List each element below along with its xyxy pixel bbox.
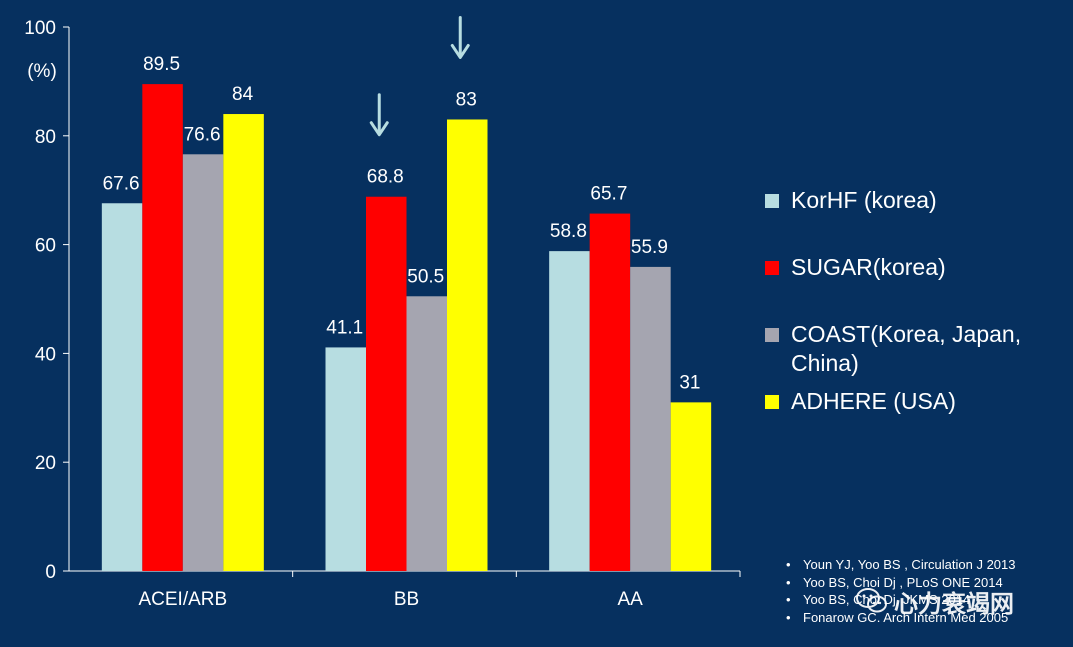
bar: [223, 114, 264, 571]
reference-text: Yoo BS, Choi Dj , PLoS ONE 2014: [803, 574, 1003, 590]
reference-item: • Youn YJ, Yoo BS , Circulation J 2013: [786, 557, 1016, 572]
reference-item: • Yoo BS, Choi Dj, JKMS 2014: [786, 592, 971, 607]
bar: [589, 213, 631, 572]
references-list: • Youn YJ, Yoo BS , Circulation J 2013 • Y…: [786, 556, 1071, 626]
data-label: 84: [232, 84, 254, 105]
y-tick-label: 60: [35, 236, 56, 257]
wechat-icon: [856, 588, 887, 613]
arrow-down-icon: [450, 15, 470, 59]
bars: [101, 84, 712, 572]
bar: [406, 296, 447, 571]
legend-label-line: COAST(Korea, Japan,: [791, 321, 1022, 347]
legend-label: ADHERE (USA): [791, 388, 956, 414]
arrow-down-icon: [369, 93, 389, 137]
data-label: 76.6: [184, 124, 221, 145]
data-label: 65.7: [590, 184, 627, 205]
bar: [447, 119, 488, 571]
reference-text: Yoo BS, Choi Dj, JKMS 2014: [803, 592, 971, 607]
data-label: 55.9: [631, 237, 668, 258]
x-axis: ACEI/ARB BB AA: [69, 570, 741, 610]
reference-item: • Fonarow GC. Arch Intern Med 2005: [786, 609, 1009, 625]
y-tick-label: 100: [24, 18, 56, 39]
y-axis-unit-label: (%): [27, 61, 57, 82]
watermark-text: 心力衰竭网: [894, 590, 1014, 618]
bar: [182, 154, 224, 571]
reference-text: Fonarow GC. Arch Intern Med 2005: [803, 609, 1009, 625]
bar: [670, 402, 712, 571]
legend-swatch: [765, 395, 779, 409]
watermark: 心力衰竭网: [856, 584, 1014, 618]
data-labels: 67.6 89.5 76.6 84 41.1 68.8 50.5 83 58.865.7 55.9…: [103, 54, 701, 393]
x-tick-label: BB: [394, 589, 419, 610]
legend-swatch: [765, 261, 779, 275]
legend-swatch: [765, 194, 779, 208]
reference-item: • Yoo BS, Choi Dj , PLoS ONE 2014: [786, 574, 1003, 590]
bar: [142, 84, 183, 572]
bar: [630, 266, 671, 571]
x-tick-label: ACEI/ARB: [138, 589, 227, 610]
y-tick-label: 20: [35, 453, 56, 474]
data-label: 41.1: [326, 317, 363, 338]
y-tick-label: 40: [35, 344, 56, 365]
bar: [549, 251, 590, 572]
legend-label: SUGAR(korea): [791, 254, 946, 280]
y-tick-label: 80: [35, 127, 56, 148]
y-axis: 0 20 40 60 80 100: [24, 18, 70, 583]
data-label: 67.6: [103, 173, 140, 194]
data-label: 58.8: [550, 221, 587, 242]
data-label: 89.5: [143, 54, 180, 75]
x-tick-label: AA: [617, 589, 643, 610]
data-label: 68.8: [367, 167, 404, 188]
y-tick-label: 0: [45, 562, 56, 583]
bar: [366, 196, 407, 571]
data-label: 83: [456, 89, 477, 110]
reference-text: Youn YJ, Yoo BS , Circulation J 2013: [803, 557, 1016, 572]
legend-swatch: [765, 328, 779, 342]
data-label: 50.5: [407, 266, 444, 287]
legend-label: COAST(Korea, Japan, China): [791, 320, 1071, 378]
legend-label: KorHF (korea): [791, 187, 937, 213]
legend-label-line: China): [791, 350, 859, 376]
data-label: 31: [679, 372, 700, 393]
bar: [101, 203, 143, 572]
bar: [325, 347, 366, 571]
annotations: [369, 15, 470, 137]
